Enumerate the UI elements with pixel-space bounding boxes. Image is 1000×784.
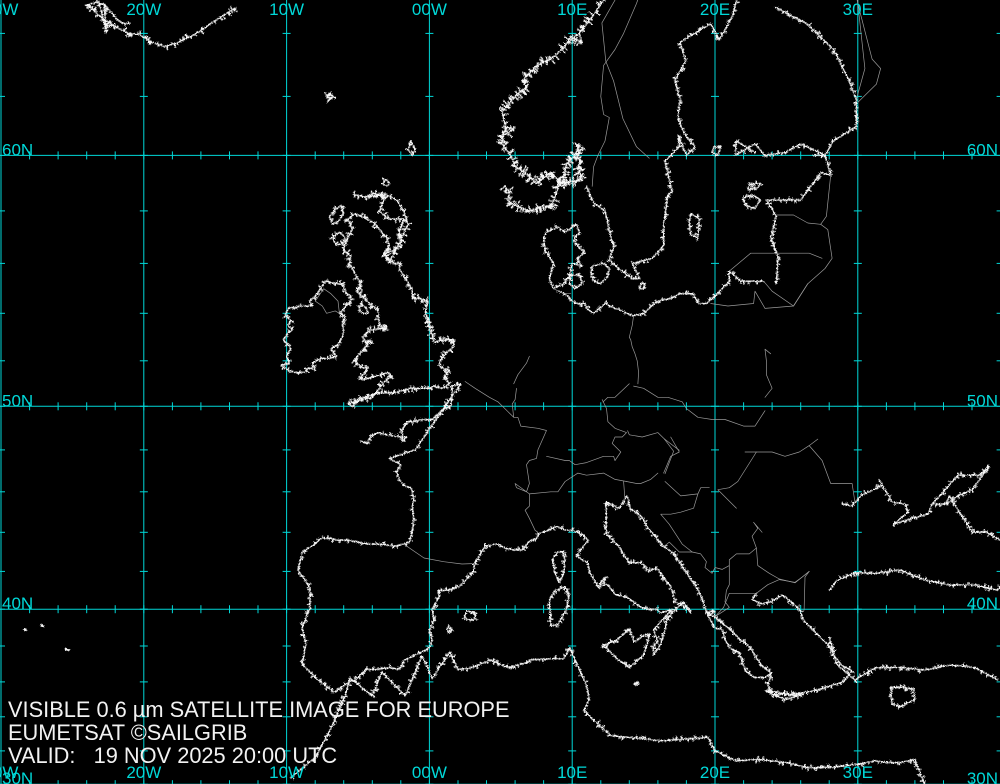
svg-text:20E: 20E (700, 763, 730, 782)
svg-text:50N: 50N (2, 391, 33, 410)
svg-text:60N: 60N (2, 140, 33, 159)
svg-text:EUMETSAT ©SAILGRIB: EUMETSAT ©SAILGRIB (8, 720, 247, 745)
svg-text:00W: 00W (412, 763, 447, 782)
svg-text:40N: 40N (2, 594, 33, 613)
svg-text:60N: 60N (967, 140, 998, 159)
svg-text:30E: 30E (843, 0, 873, 19)
svg-text:10W: 10W (269, 0, 304, 19)
svg-text:VALID: 19 NOV 2025 20:00 UTC: VALID: 19 NOV 2025 20:00 UTC (8, 743, 337, 768)
svg-text:30E: 30E (843, 763, 873, 782)
svg-text:30N: 30N (967, 769, 998, 784)
svg-text:10E: 10E (557, 763, 587, 782)
svg-text:00W: 00W (412, 0, 447, 19)
svg-text:20E: 20E (700, 0, 730, 19)
svg-text:30N: 30N (2, 769, 33, 784)
svg-text:40N: 40N (967, 594, 998, 613)
svg-text:50N: 50N (967, 391, 998, 410)
svg-text:VISIBLE 0.6 µm SATELLITE IMAGE: VISIBLE 0.6 µm SATELLITE IMAGE FOR EUROP… (8, 697, 510, 722)
svg-text:20W: 20W (126, 0, 161, 19)
svg-text:30W: 30W (0, 0, 18, 19)
svg-text:10E: 10E (557, 0, 587, 19)
